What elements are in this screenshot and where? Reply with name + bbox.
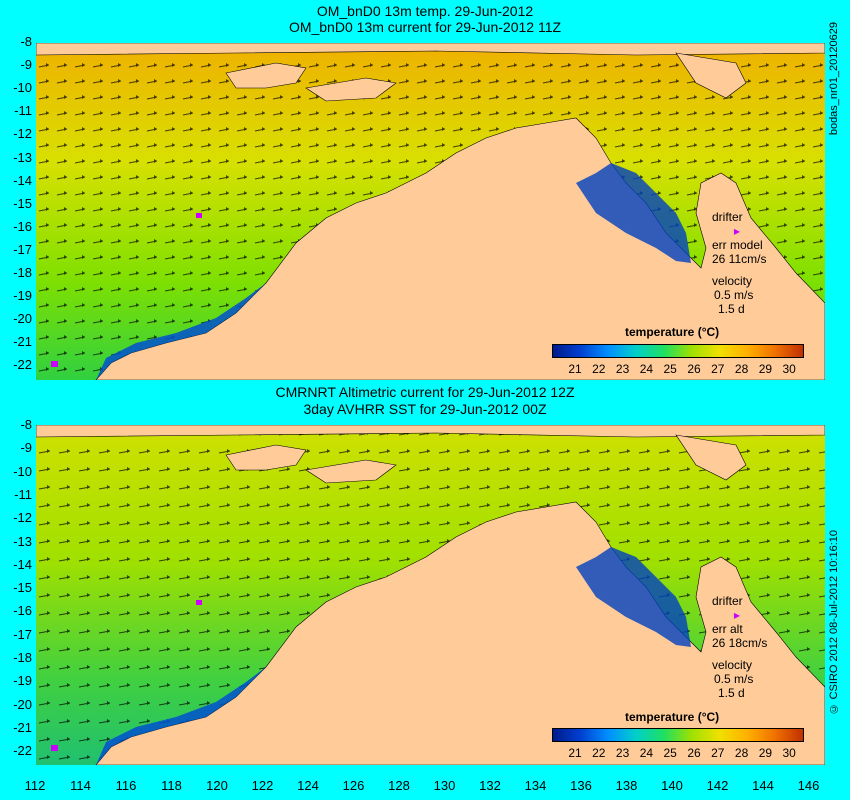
- x-tick-label: 112: [24, 778, 46, 793]
- colorbar-tick-label: 30: [782, 362, 796, 376]
- y-tick-label: -8: [20, 34, 32, 49]
- colorbar-tick-label: 23: [615, 362, 630, 376]
- panel2-title-line2: 3day AVHRR SST for 29-Jun-2012 00Z: [303, 401, 547, 417]
- y-tick-label: -22: [13, 357, 32, 373]
- y-tick-label: -16: [13, 218, 32, 234]
- y-tick-label: -18: [13, 650, 32, 665]
- colorbar-tick-label: 28: [734, 746, 749, 760]
- x-tick-label: 126: [342, 778, 365, 793]
- x-tick-label: 132: [479, 778, 501, 793]
- colorbar-tick-label: 24: [639, 746, 654, 760]
- colorbar-tick-label: 21: [568, 362, 582, 376]
- timor-island: [225, 62, 307, 89]
- colorbar-tick-label: 24: [639, 362, 654, 376]
- colorbar-tick-label: 30: [782, 746, 796, 760]
- x-tick-label: 114: [70, 778, 91, 793]
- panel2-side-label: © CSIRO 2012 08-Jul-2012 10:16:10: [828, 530, 840, 715]
- colorbar-tick-label: 21: [568, 746, 582, 760]
- y-tick-label: -17: [13, 626, 32, 642]
- y-tick-label: -20: [13, 696, 32, 712]
- panel2-colorbar: [552, 728, 804, 742]
- y-tick-label: -11: [14, 103, 32, 119]
- x-tick-label: 120: [206, 778, 228, 793]
- x-tick-label: 128: [388, 778, 410, 793]
- colorbar-tick-label: 23: [615, 746, 630, 760]
- y-tick-label: -11: [14, 486, 32, 502]
- panel1-title-line2: OM_bnD0 13m current for 29-Jun-2012 11Z: [288, 19, 562, 35]
- colorbar-tick-label: 22: [592, 746, 606, 760]
- y-tick-label: -20: [13, 311, 32, 327]
- colorbar-tick-label: 22: [592, 362, 606, 376]
- y-tick-label: -12: [13, 126, 32, 142]
- panel1-colorbar: [552, 344, 804, 358]
- y-tick-label: -15: [13, 195, 32, 211]
- colorbar-tick-label: 26: [687, 746, 701, 760]
- panel1-legend: drifter ▸ err model 26 11cm/s velocity 0…: [712, 210, 767, 316]
- y-tick-label: -9: [20, 57, 32, 73]
- x-tick-label: 118: [161, 778, 182, 793]
- x-tick-label: 124: [297, 778, 319, 793]
- colorbar-tick-label: 28: [734, 362, 749, 376]
- x-tick-label: 122: [251, 778, 274, 793]
- y-tick-label: -12: [13, 510, 32, 526]
- x-tick-label: 134: [524, 778, 547, 793]
- y-tick-label: -21: [13, 719, 32, 735]
- panel2-map: [36, 425, 825, 765]
- panel2-colorbar-title: temperature (°C): [625, 710, 720, 724]
- y-tick-label: -19: [13, 673, 32, 689]
- x-tick-label: 136: [570, 778, 592, 793]
- y-tick-label: -16: [13, 603, 32, 619]
- colorbar-tick-label: 26: [687, 362, 701, 376]
- colorbar-tick-label: 27: [711, 746, 725, 760]
- y-tick-label: -13: [13, 533, 32, 549]
- y-tick-label: -13: [13, 149, 32, 165]
- colorbar-tick-label: 25: [663, 362, 677, 376]
- panel1-title-line1: OM_bnD0 13m temp. 29-Jun-2012: [316, 3, 534, 19]
- y-tick-label: -15: [13, 580, 32, 596]
- panel2-title-line1: CMRNRT Altimetric current for 29-Jun-201…: [275, 384, 575, 400]
- panel1-side-label: bodas_nr01_20120629: [828, 22, 840, 136]
- panel1-map: [36, 43, 825, 380]
- panel1-colorbar-title: temperature (°C): [625, 325, 720, 339]
- timor-island: [225, 444, 307, 471]
- x-tick-label: 116: [115, 778, 137, 793]
- y-tick-label: -14: [13, 556, 32, 572]
- x-tick-label: 142: [706, 778, 729, 793]
- x-tick-label: 146: [797, 778, 820, 793]
- colorbar-tick-label: 29: [758, 746, 773, 760]
- colorbar-tick-label: 29: [758, 362, 773, 376]
- colorbar-tick-label: 25: [663, 746, 677, 760]
- y-tick-label: -18: [13, 265, 32, 280]
- y-tick-label: -21: [13, 334, 32, 350]
- y-tick-label: -14: [13, 172, 32, 188]
- y-tick-label: -8: [20, 417, 32, 432]
- x-tick-label: 140: [661, 778, 683, 793]
- y-tick-label: -19: [13, 288, 32, 304]
- x-tick-label: 138: [615, 778, 638, 793]
- panel2-legend: drifter ▸ err alt 26 18cm/s velocity 0.5…: [712, 594, 768, 700]
- x-tick-label: 130: [433, 778, 456, 793]
- x-tick-label: 144: [752, 778, 774, 793]
- y-tick-label: -9: [20, 440, 32, 456]
- y-tick-label: -22: [13, 743, 32, 759]
- y-tick-label: -10: [13, 80, 32, 96]
- y-tick-label: -17: [13, 241, 32, 257]
- y-tick-label: -10: [13, 463, 32, 479]
- colorbar-tick-label: 27: [711, 362, 725, 376]
